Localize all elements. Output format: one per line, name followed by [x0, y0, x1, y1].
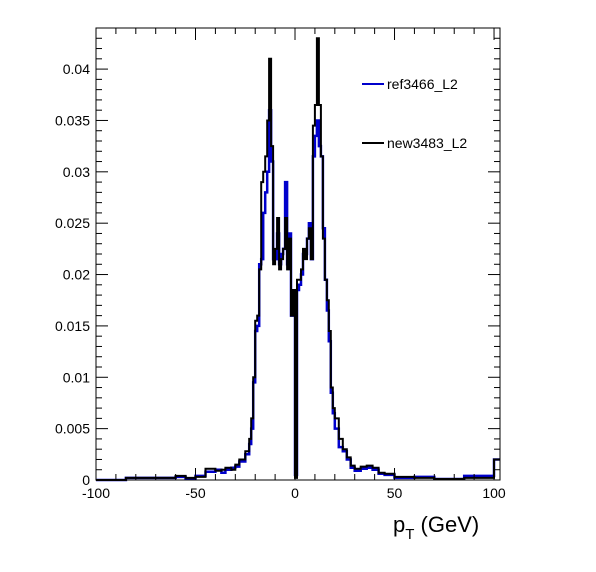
y-tick-label: 0.015: [55, 318, 90, 334]
legend-box: [358, 64, 493, 166]
y-tick-label: 0.02: [63, 267, 90, 283]
y-tick-label: 0.035: [55, 112, 90, 128]
y-tick-label: 0.025: [55, 215, 90, 231]
x-axis-title-main: p: [393, 512, 405, 537]
x-tick-label: -50: [185, 485, 205, 501]
x-axis-title-unit: (GeV): [414, 512, 479, 537]
x-axis-title-subscript: T: [405, 526, 414, 543]
y-tick-label: 0.005: [55, 421, 90, 437]
y-tick-label: 0.01: [63, 369, 90, 385]
legend-label-new3483: new3483_L2: [387, 135, 467, 151]
x-tick-label: 0: [291, 485, 299, 501]
legend: ref3466_L2 new3483_L2: [358, 64, 493, 166]
y-tick-label: 0.04: [63, 61, 90, 77]
axis-ticks: [95, 27, 500, 481]
x-axis-title: pT (GeV): [393, 512, 479, 543]
series-line-new3483_L2: [96, 37, 500, 481]
x-tick-label: 100: [482, 485, 506, 501]
x-tick-label: 50: [387, 485, 403, 501]
y-tick-label: 0.03: [63, 164, 90, 180]
series-layer: [96, 37, 500, 482]
legend-label-ref3466: ref3466_L2: [387, 76, 458, 92]
x-tick-label: -100: [82, 485, 110, 501]
tick-labels: -100 -50 0 50 100 0 0.005 0.01 0.015 0.02 0.025 0.0…: [55, 61, 506, 501]
y-tick-label: 0: [82, 472, 90, 488]
